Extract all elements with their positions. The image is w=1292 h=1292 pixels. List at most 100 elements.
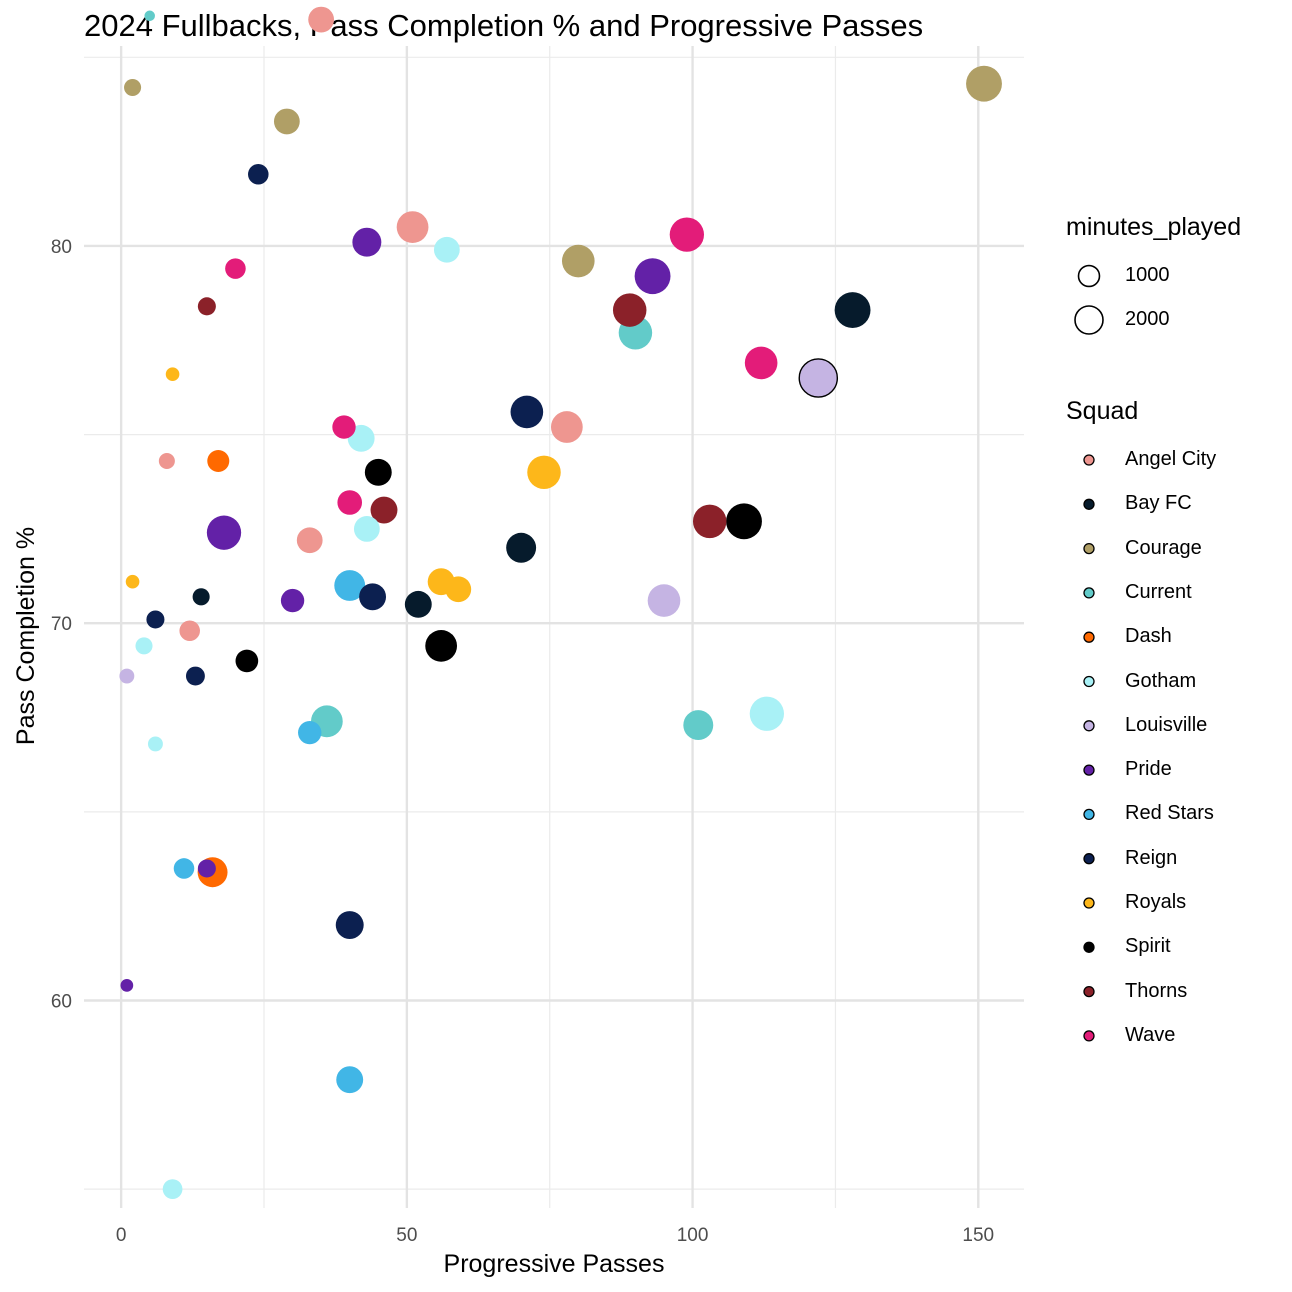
data-point-louisville (119, 668, 135, 684)
data-point-thorns (197, 297, 216, 316)
data-point-courage (124, 78, 142, 97)
data-point-wave (744, 346, 778, 380)
data-point-reign (510, 395, 544, 429)
data-points (119, 6, 1002, 1200)
color-legend-label: Bay FC (1125, 492, 1192, 515)
data-point-thorns (612, 293, 647, 327)
data-point-spirit (364, 458, 392, 486)
data-point-angel-city (308, 6, 335, 33)
y-tick-label: 60 (51, 992, 72, 1013)
x-tick-label: 150 (962, 1225, 994, 1246)
data-point-reign (335, 911, 364, 940)
color-legend-label: Courage (1125, 536, 1202, 559)
data-point-angel-city (296, 527, 323, 554)
color-legend-label: Reign (1125, 846, 1178, 869)
color-legend-key (1083, 542, 1095, 555)
data-point-current (144, 10, 155, 22)
color-legend-label: Red Stars (1125, 802, 1214, 825)
data-point-red-stars (298, 720, 322, 745)
data-point-courage (273, 108, 300, 135)
data-point-royals (125, 574, 140, 589)
data-point-pride (352, 227, 382, 257)
data-point-thorns (370, 496, 398, 524)
y-axis-title: Pass Completion % (12, 527, 40, 745)
data-point-spirit (425, 629, 458, 662)
data-point-royals (527, 455, 561, 490)
color-legend-label: Wave (1125, 1023, 1176, 1046)
data-point-pride (206, 515, 242, 550)
data-point-reign (248, 164, 269, 185)
grid-lines (84, 46, 1024, 1208)
x-tick-label: 0 (116, 1225, 127, 1246)
size-legend-key (1077, 264, 1101, 288)
data-point-angel-city (550, 411, 583, 443)
data-point-bay-fc (834, 292, 871, 329)
axis-tick-labels: 0 50 100 150 60 70 80 (51, 237, 994, 1246)
size-legend-label: 2000 (1125, 308, 1170, 330)
x-axis-title: Progressive Passes (444, 1250, 665, 1278)
data-point-wave (225, 258, 246, 279)
color-legend-title: Squad (1066, 397, 1139, 425)
data-point-pride (120, 979, 134, 992)
color-legend-key (1083, 631, 1095, 643)
color-legend-key (1083, 897, 1095, 909)
data-point-bay-fc (506, 532, 537, 563)
color-legend-key (1083, 853, 1095, 865)
data-point-angel-city (396, 211, 429, 243)
data-point-reign (359, 583, 387, 611)
size-legend-key (1074, 305, 1104, 335)
chart-title: 2024 Fullbacks, Pass Completion % and Pr… (84, 8, 924, 43)
data-point-reign (185, 666, 205, 686)
data-point-royals (165, 367, 180, 382)
data-point-gotham (135, 637, 153, 655)
color-legend-key (1083, 1030, 1095, 1042)
data-point-thorns (692, 504, 727, 539)
data-point-wave (337, 490, 363, 515)
data-point-red-stars (173, 858, 195, 879)
data-point-angel-city (158, 452, 175, 470)
x-tick-label: 50 (396, 1225, 417, 1246)
data-point-gotham (433, 236, 460, 263)
data-point-gotham (749, 696, 785, 731)
color-legend-label: Thorns (1125, 979, 1188, 1002)
data-point-louisville (647, 584, 681, 617)
data-point-bay-fc (404, 590, 432, 618)
x-tick-label: 100 (677, 1225, 709, 1246)
data-point-spirit (726, 503, 762, 540)
color-legend-label: Current (1125, 580, 1192, 603)
color-legend-key (1083, 454, 1095, 466)
color-legend-key (1083, 808, 1095, 821)
data-point-gotham (353, 516, 380, 542)
color-legend-label: Spirit (1125, 935, 1171, 958)
color-legend-label: Gotham (1125, 669, 1197, 692)
color-legend-label: Louisville (1125, 713, 1208, 736)
color-legend-key (1083, 675, 1095, 688)
color-legend-label: Pride (1125, 758, 1172, 781)
color-legend-key (1083, 720, 1095, 732)
data-point-bay-fc (192, 588, 210, 606)
data-point-reign (146, 610, 165, 629)
data-point-courage (966, 65, 1002, 102)
color-legend-keys (1083, 454, 1095, 1042)
color-legend-key (1083, 498, 1095, 510)
color-legend-key (1083, 587, 1095, 599)
color-legend-label: Royals (1125, 891, 1187, 913)
data-point-dash (207, 449, 230, 473)
data-point-louisville (798, 358, 839, 398)
data-point-red-stars (334, 570, 366, 601)
data-point-angel-city (179, 620, 200, 642)
data-point-courage (561, 244, 595, 278)
color-legend-key (1083, 764, 1095, 776)
data-point-wave (332, 415, 356, 439)
data-point-gotham (162, 1179, 183, 1200)
y-tick-label: 70 (51, 614, 72, 635)
color-legend-label: Angel City (1125, 448, 1217, 470)
color-legend-key (1083, 985, 1095, 998)
data-point-red-stars (336, 1066, 364, 1094)
color-legend-key (1083, 941, 1095, 953)
data-point-wave (669, 217, 705, 252)
size-legend-keys (1074, 264, 1104, 335)
data-point-royals (445, 576, 472, 603)
y-tick-label: 80 (51, 237, 72, 258)
